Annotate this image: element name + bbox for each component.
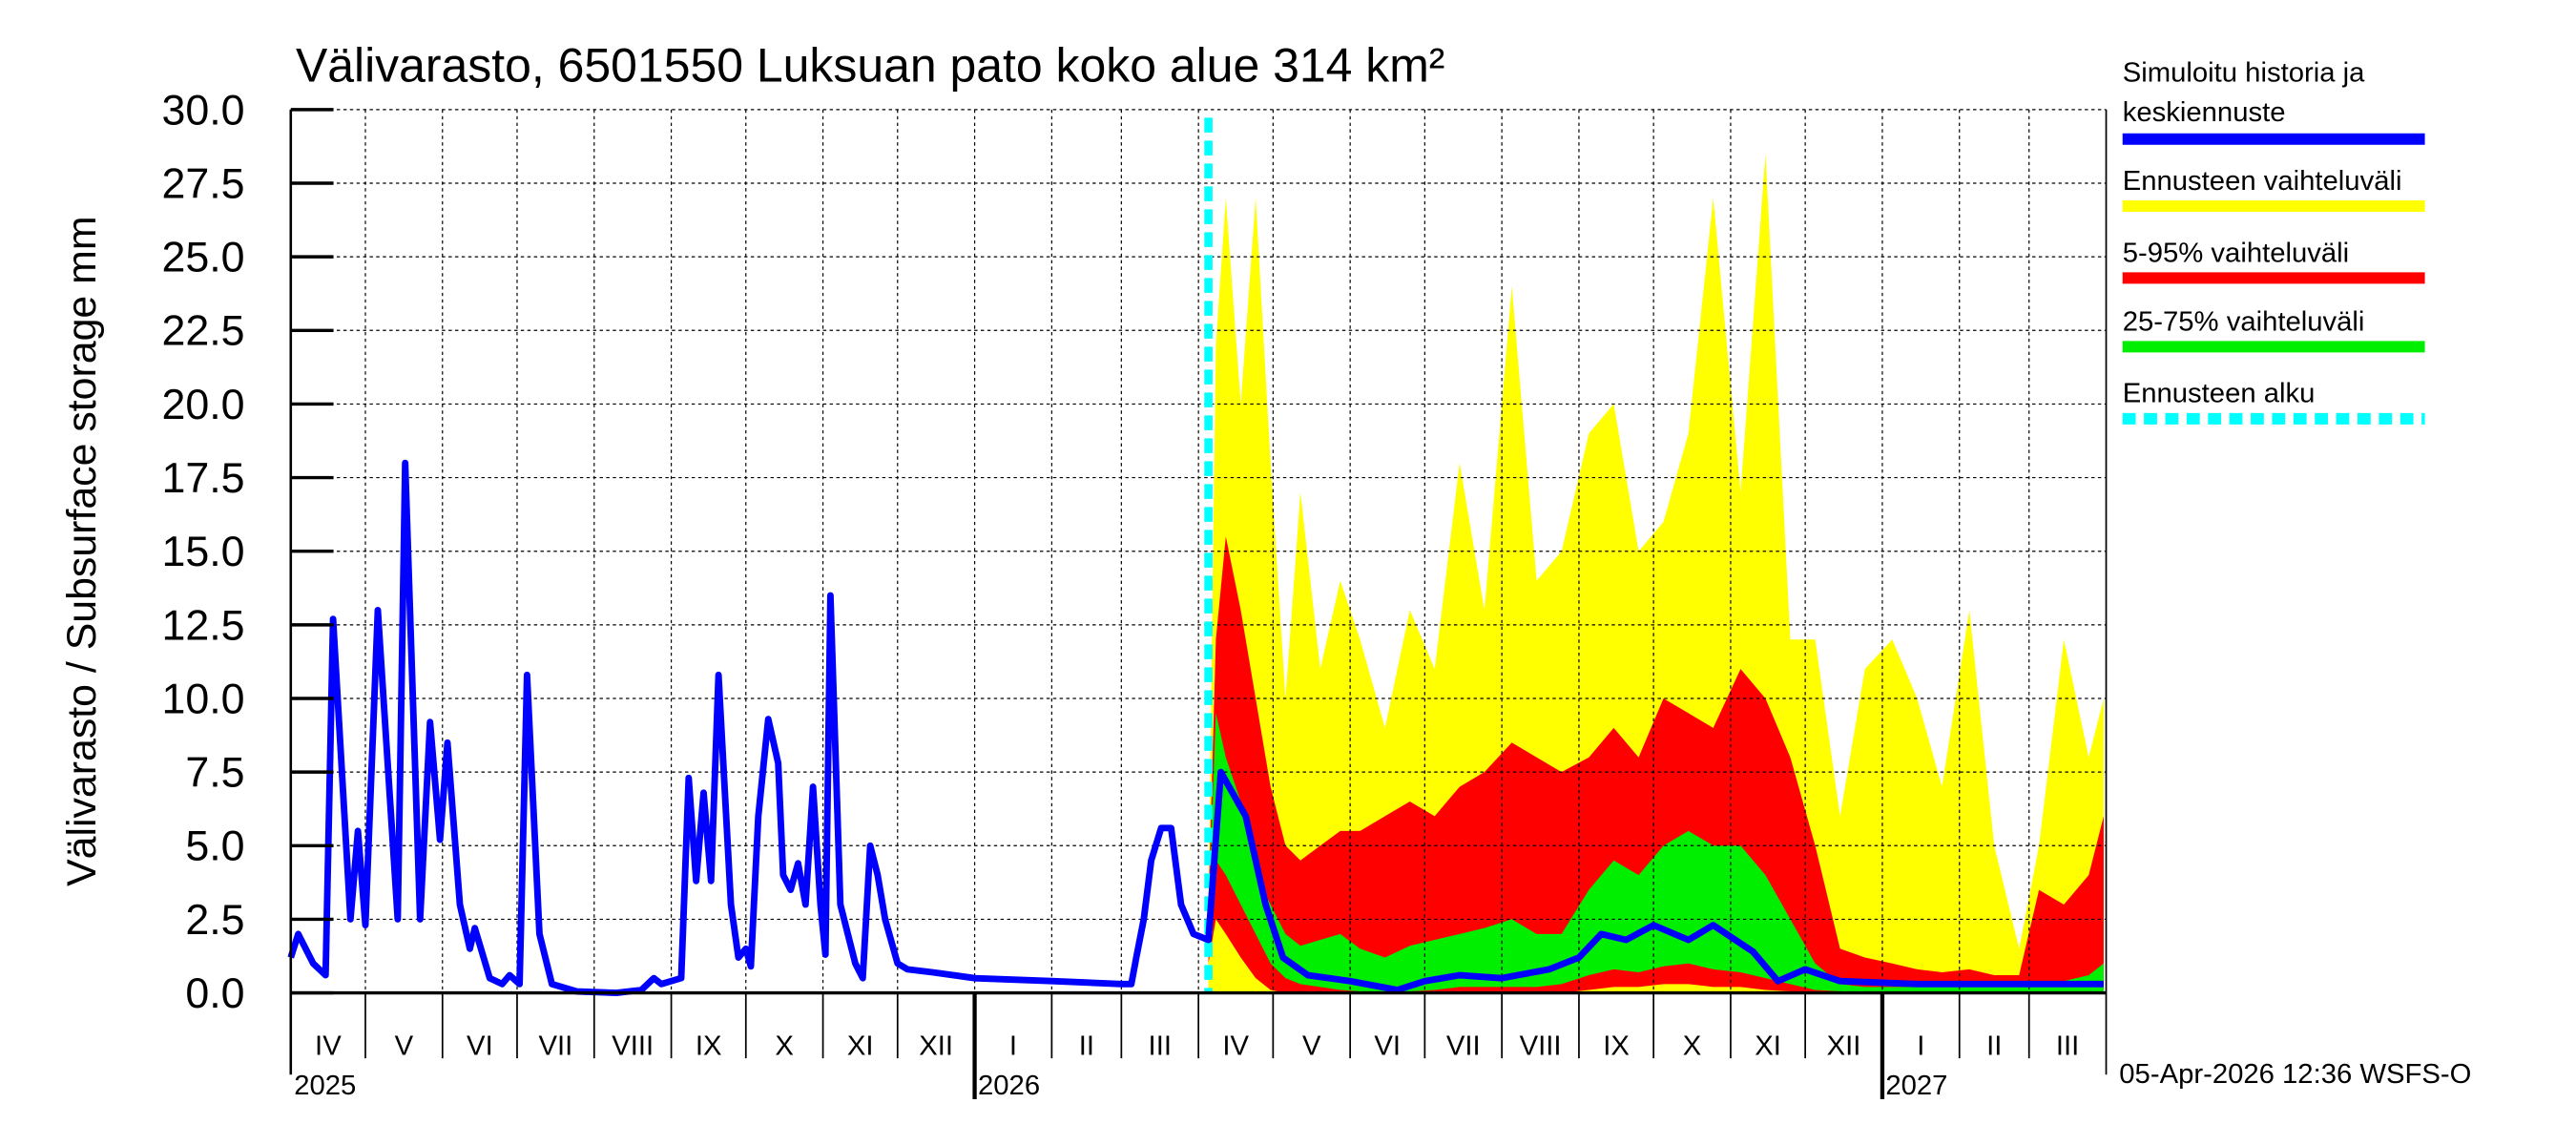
full-range-band (1208, 154, 2104, 993)
month-label: V (1302, 1031, 1321, 1062)
legend-label: 5-95% vaihteluväli (2123, 238, 2349, 268)
legend-label: Ennusteen vaihteluväli (2123, 166, 2402, 197)
month-label: II (1986, 1031, 2002, 1062)
grid (290, 109, 2107, 994)
legend-label: keskiennuste (2123, 97, 2286, 128)
month-label: I (1009, 1031, 1017, 1062)
month-label: VII (538, 1031, 572, 1062)
month-label: XI (1755, 1031, 1781, 1062)
y-axis-label: Välivarasto / Subsurface storage mm (59, 216, 105, 885)
y-tick-label: 0.0 (185, 970, 244, 1017)
month-label: XII (1827, 1031, 1861, 1062)
month-label: III (1149, 1031, 1172, 1062)
month-label: VIII (612, 1031, 654, 1062)
y-tick-label: 17.5 (161, 455, 244, 502)
month-label: II (1079, 1031, 1094, 1062)
month-label: X (1683, 1031, 1702, 1062)
month-label: VI (467, 1031, 493, 1062)
month-label: VIII (1520, 1031, 1562, 1062)
y-tick-label: 20.0 (161, 382, 244, 428)
month-label: X (775, 1031, 794, 1062)
forecast-bands (1208, 154, 2104, 993)
month-label: XI (847, 1031, 874, 1062)
y-tick-label: 12.5 (161, 602, 244, 649)
y-tick-label: 22.5 (161, 308, 244, 355)
footer-timestamp: 05-Apr-2026 12:36 WSFS-O (2119, 1059, 2471, 1090)
y-tick-label: 15.0 (161, 529, 244, 575)
legend: Simuloitu historia ja keskiennuste Ennuste… (2123, 58, 2425, 425)
month-label: XII (919, 1031, 953, 1062)
year-label: 2025 (294, 1071, 356, 1101)
month-label: IV (1222, 1031, 1249, 1062)
y-tick-label: 30.0 (161, 87, 244, 134)
legend-label: Ennusteen alku (2123, 379, 2316, 409)
month-label: IX (696, 1031, 722, 1062)
y-tick-label: 7.5 (185, 750, 244, 797)
legend-label: 25-75% vaihteluväli (2123, 306, 2365, 337)
y-tick-label: 10.0 (161, 677, 244, 723)
chart-title: Välivarasto, 6501550 Luksuan pato koko a… (296, 39, 1445, 93)
month-label: III (2056, 1031, 2079, 1062)
month-label: VI (1374, 1031, 1401, 1062)
month-label: IV (315, 1031, 342, 1062)
legend-item: Ennusteen alku (2123, 379, 2425, 425)
year-label: 2027 (1885, 1071, 1947, 1101)
axes: 0.0 2.5 5.0 7.5 10.0 12.5 15.0 17.5 20.0 22.5 25.0… (161, 87, 2108, 1101)
month-label: V (395, 1031, 414, 1062)
legend-item: Simuloitu historia ja keskiennuste (2123, 58, 2425, 145)
y-tick-label: 5.0 (185, 823, 244, 870)
y-tick-label: 27.5 (161, 161, 244, 208)
month-label: IX (1603, 1031, 1630, 1062)
y-tick-label: 25.0 (161, 235, 244, 281)
median-series-line (287, 459, 2104, 996)
p5-95-band (1208, 536, 2104, 993)
legend-item: 5-95% vaihteluväli (2123, 238, 2425, 284)
legend-item: Ennusteen vaihteluväli (2123, 166, 2425, 212)
legend-item: 25-75% vaihteluväli (2123, 306, 2425, 353)
y-tick-label: 2.5 (185, 897, 244, 944)
legend-label: Simuloitu historia ja (2123, 58, 2365, 89)
month-label: VII (1446, 1031, 1481, 1062)
year-label: 2026 (978, 1071, 1040, 1101)
month-label: I (1917, 1031, 1924, 1062)
